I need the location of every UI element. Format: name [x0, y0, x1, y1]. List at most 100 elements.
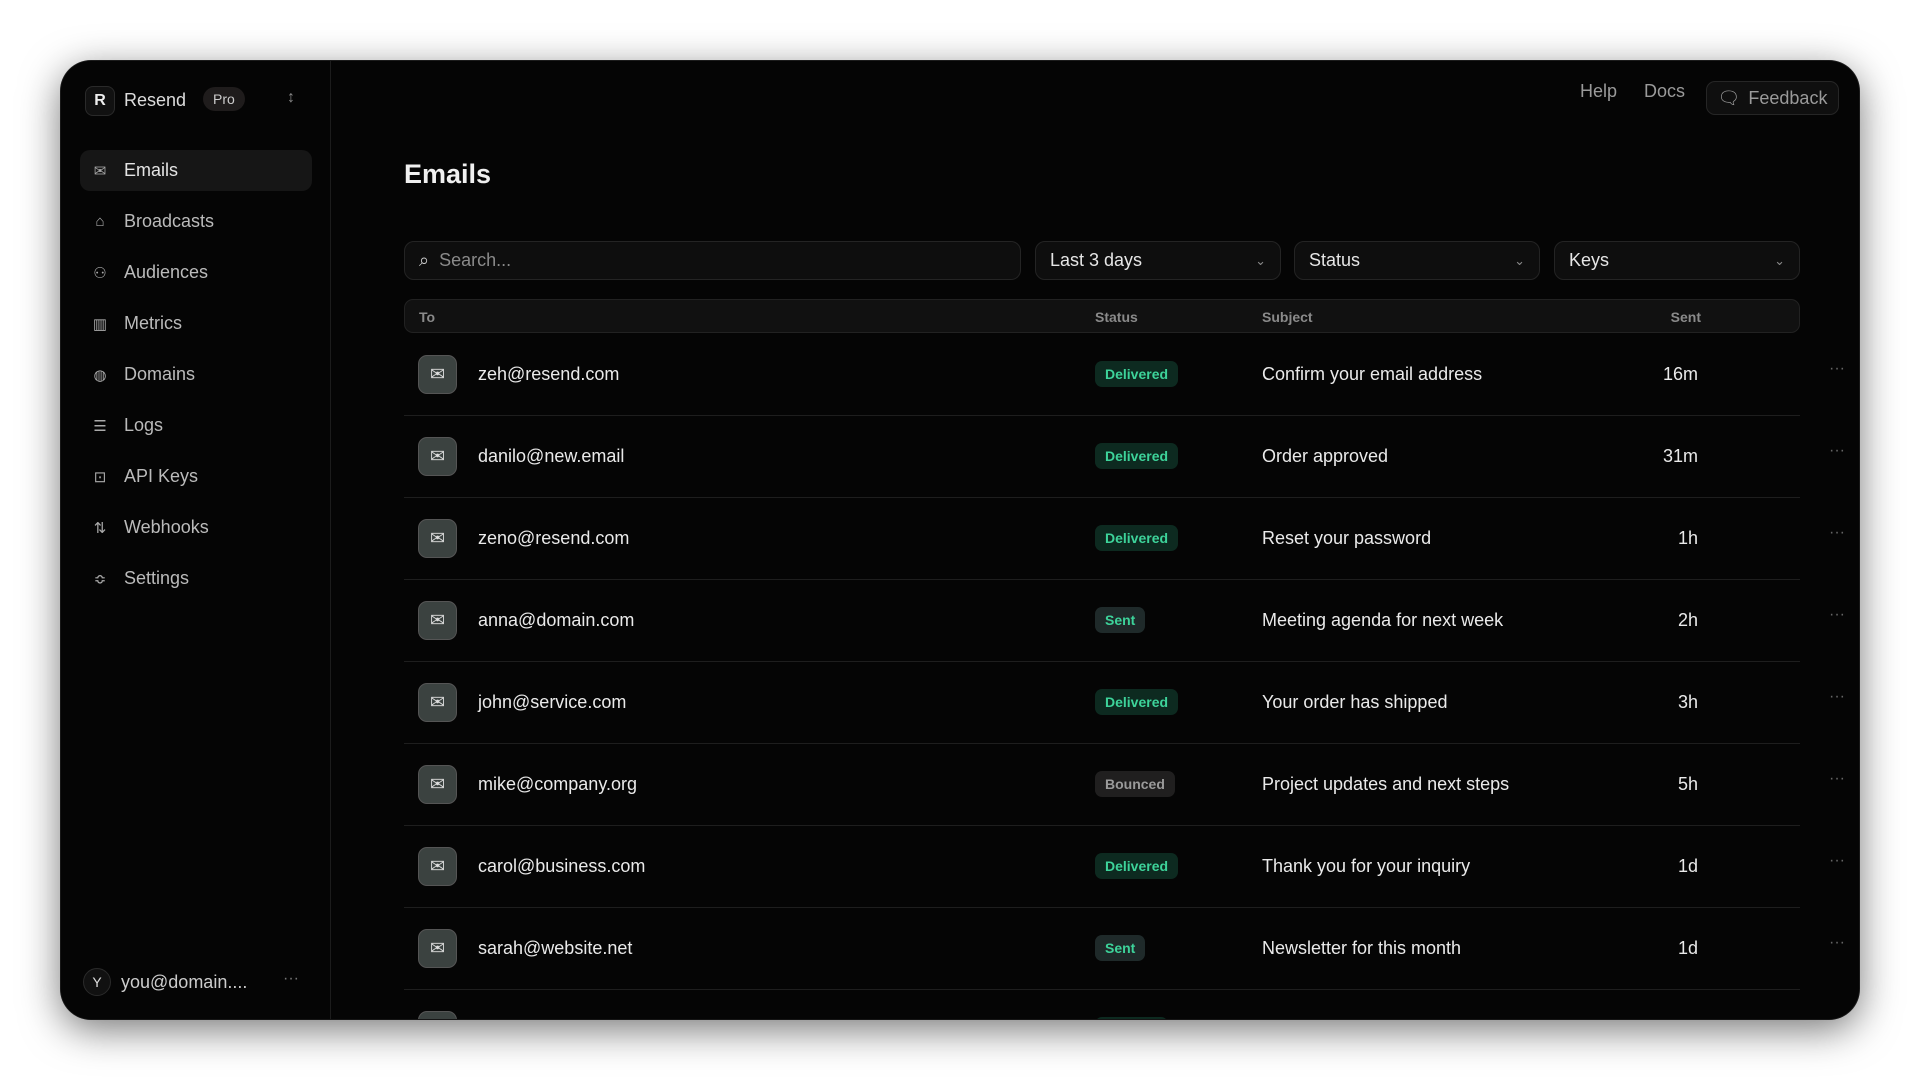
table-row[interactable]: ✉ danilo@new.email Delivered Order appro… — [404, 416, 1845, 498]
sidebar-item-label: Emails — [124, 160, 179, 180]
sent-time: 1d — [1677, 938, 1698, 958]
recipient: anna@domain.com — [478, 610, 635, 630]
table-row[interactable]: ✉ zeno@resend.com Delivered Reset your p… — [404, 498, 1845, 580]
sidebar-item-broadcasts[interactable]: ⌂ Broadcasts — [80, 201, 312, 242]
sent-time: 31m — [1662, 446, 1698, 466]
user-email: you@domain.... — [121, 971, 248, 992]
table-row[interactable]: ✉ sarah@website.net Sent Newsletter for … — [404, 908, 1845, 990]
row-more-icon[interactable]: ··· — [1829, 770, 1845, 787]
sidebar-item-label: Webhooks — [124, 517, 209, 537]
subject: Your order has shipped — [1262, 692, 1448, 712]
sidebar-item-domains[interactable]: ◍ Domains — [80, 354, 312, 395]
sliders-icon: ≎ — [93, 570, 107, 588]
sidebar-item-logs[interactable]: ☰ Logs — [80, 405, 312, 446]
sidebar-item-label: Domains — [124, 364, 196, 384]
status-badge: Delivered — [1095, 443, 1179, 469]
header-sent: Sent — [1670, 309, 1701, 325]
users-icon: ⚇ — [93, 264, 107, 282]
subject: Order approved — [1262, 446, 1389, 466]
date-range-select[interactable]: Last 3 days ⌄ — [1035, 241, 1281, 280]
search-input[interactable]: ⌕ Search... — [404, 241, 1021, 280]
sidebar-item-audiences[interactable]: ⚇ Audiences — [80, 252, 312, 293]
status-badge: Sent — [1095, 607, 1146, 633]
arrows-icon: ⇅ — [93, 519, 107, 537]
team-name[interactable]: Resend — [124, 90, 187, 110]
sidebar-item-webhooks[interactable]: ⇅ Webhooks — [80, 507, 312, 548]
list-icon: ☰ — [93, 417, 107, 435]
row-more-icon[interactable]: ··· — [1829, 360, 1845, 377]
chevron-down-icon: ⌄ — [1774, 252, 1785, 268]
sent-time: 1h — [1677, 528, 1698, 548]
mail-icon: ✉ — [93, 162, 107, 180]
sidebar-item-label: Audiences — [124, 262, 209, 282]
sent-time: 1d — [1677, 856, 1698, 876]
search-icon: ⌕ — [419, 250, 430, 270]
help-link[interactable]: Help — [1580, 81, 1618, 101]
broadcast-icon: ⌂ — [95, 213, 105, 230]
sidebar-item-emails[interactable]: ✉ Emails — [80, 150, 312, 191]
subject: Newsletter for this month — [1262, 938, 1462, 958]
table-row[interactable]: ✉ anna@domain.com Sent Meeting agenda fo… — [404, 580, 1845, 662]
team-switcher-chevron-icon[interactable]: ↕ — [287, 89, 295, 106]
mail-icon: ✉ — [418, 929, 457, 968]
user-menu[interactable]: Y you@domain.... — [83, 968, 247, 996]
keys-select[interactable]: Keys ⌄ — [1554, 241, 1800, 280]
row-more-icon[interactable]: ··· — [1829, 852, 1845, 869]
avatar: Y — [83, 968, 111, 996]
status-badge: Delivered — [1095, 853, 1179, 879]
resend-logo: R — [85, 86, 115, 116]
row-more-icon[interactable]: ··· — [1829, 934, 1845, 951]
chevron-down-icon: ⌄ — [1255, 252, 1266, 268]
sidebar-item-label: Logs — [124, 415, 164, 435]
table-row[interactable]: ✉ mike@company.org Bounced Project updat… — [404, 744, 1845, 826]
table-row[interactable]: ✉ john@service.com Delivered Your order … — [404, 662, 1845, 744]
sidebar-item-label: Broadcasts — [124, 211, 215, 231]
status-value: Status — [1309, 250, 1361, 270]
bar-chart-icon: ▥ — [92, 315, 108, 333]
page-title: Emails — [404, 159, 492, 189]
sidebar-item-metrics[interactable]: ▥ Metrics — [80, 303, 312, 344]
row-more-icon[interactable]: ··· — [1829, 524, 1845, 541]
table-row[interactable]: ✉ zeh@resend.com Delivered Confirm your … — [404, 334, 1845, 416]
lock-icon: ⊡ — [93, 468, 107, 486]
status-badge: Delivered — [1095, 361, 1179, 387]
mail-icon — [418, 1011, 457, 1019]
recipient: john@service.com — [478, 692, 627, 712]
row-more-icon[interactable]: ··· — [1829, 688, 1845, 705]
sidebar-item-label: Metrics — [124, 313, 182, 333]
feedback-label: Feedback — [1748, 87, 1828, 108]
subject: Meeting agenda for next week — [1262, 610, 1504, 630]
chevron-down-icon: ⌄ — [1514, 252, 1525, 268]
sent-time: 2h — [1677, 610, 1698, 630]
keys-value: Keys — [1569, 250, 1610, 270]
recipient: sarah@website.net — [478, 938, 633, 958]
recipient: zeh@resend.com — [478, 364, 620, 384]
feedback-button[interactable]: 🗨︎ Feedback — [1706, 81, 1839, 115]
user-more-button[interactable]: ··· — [283, 970, 299, 987]
docs-link[interactable]: Docs — [1644, 81, 1686, 101]
header-to: To — [419, 309, 436, 325]
table-row[interactable]: ✉ carol@business.com Delivered Thank you… — [404, 826, 1845, 908]
mail-icon: ✉ — [418, 355, 457, 394]
header-status: Status — [1095, 309, 1138, 325]
status-select[interactable]: Status ⌄ — [1294, 241, 1540, 280]
row-more-icon[interactable]: ··· — [1829, 606, 1845, 623]
plan-badge: Pro — [203, 87, 245, 111]
status-badge: Delivered — [1095, 525, 1179, 551]
sent-time: 16m — [1662, 364, 1698, 384]
globe-icon: ◍ — [93, 366, 107, 384]
sidebar-item-api-keys[interactable]: ⊡ API Keys — [80, 456, 312, 497]
recipient: mike@company.org — [478, 774, 637, 794]
table-header: To Status Subject Sent — [404, 299, 1800, 333]
app-window: R Resend Pro ↕ ✉ Emails ⌂ Broadcasts ⚇ Audien… — [61, 61, 1859, 1019]
subject: Project updates and next steps — [1262, 774, 1510, 794]
sidebar-item-label: API Keys — [124, 466, 199, 486]
mail-icon: ✉ — [418, 437, 457, 476]
row-more-icon[interactable]: ··· — [1829, 442, 1845, 459]
sidebar-item-settings[interactable]: ≎ Settings — [80, 558, 312, 599]
sidebar: R Resend Pro ↕ ✉ Emails ⌂ Broadcasts ⚇ Audien… — [61, 61, 331, 1019]
subject: Confirm your email address — [1262, 364, 1483, 384]
search-placeholder: Search... — [439, 250, 512, 270]
table-row[interactable] — [404, 990, 1800, 1019]
recipient: carol@business.com — [478, 856, 646, 876]
